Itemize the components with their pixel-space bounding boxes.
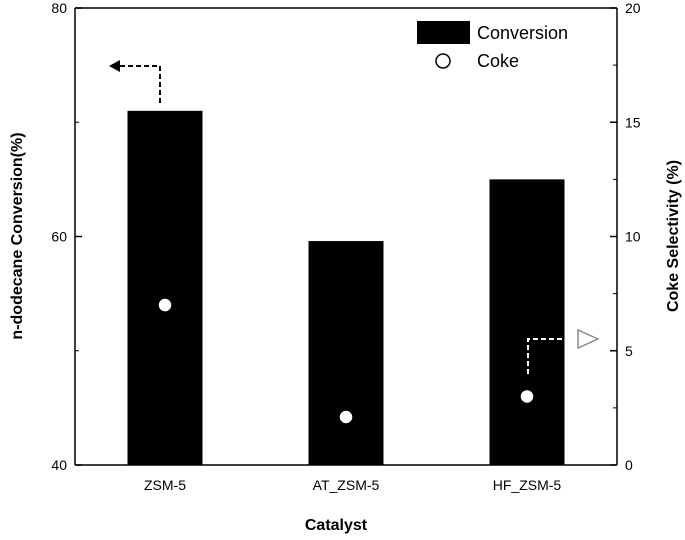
plot-area bbox=[127, 110, 565, 465]
legend: Conversion Coke bbox=[417, 21, 568, 71]
x-tick-label: HF_ZSM-5 bbox=[493, 477, 562, 493]
ticks: 40 60 80 0 5 10 15 20 ZSM-5 AT_ZSM-5 HF_ZSM-5 bbox=[51, 0, 640, 493]
y-axis-title: n-dodecane Conversion(%) bbox=[9, 132, 26, 339]
y2-tick-label: 0 bbox=[625, 457, 633, 473]
point-coke-1 bbox=[157, 297, 173, 313]
bar-conversion-1 bbox=[127, 110, 203, 465]
arrow-right-line bbox=[527, 338, 578, 374]
arrow-left-line bbox=[118, 65, 161, 103]
y-tick-label: 40 bbox=[51, 457, 67, 473]
y2-tick-label: 20 bbox=[625, 0, 641, 16]
arrow-left-head bbox=[109, 60, 120, 72]
x-tick-label: AT_ZSM-5 bbox=[313, 477, 380, 493]
annotation-arrow-right bbox=[527, 328, 600, 374]
bar-conversion-3 bbox=[489, 179, 565, 465]
point-coke-3 bbox=[519, 388, 535, 405]
y2-tick-label: 15 bbox=[625, 114, 641, 130]
y2-tick-label: 5 bbox=[625, 343, 633, 359]
legend-label-coke: Coke bbox=[477, 51, 519, 71]
bar-conversion-2 bbox=[308, 241, 384, 465]
y-tick-label: 80 bbox=[51, 0, 67, 16]
legend-label-conversion: Conversion bbox=[477, 23, 568, 43]
y-tick-label: 60 bbox=[51, 229, 67, 245]
point-coke-2 bbox=[338, 409, 354, 425]
legend-marker-coke bbox=[435, 53, 451, 69]
arrow-right-head bbox=[577, 328, 600, 350]
annotation-arrow-left bbox=[109, 60, 161, 103]
legend-swatch-conversion bbox=[417, 21, 470, 44]
y2-axis-title: Coke Selectivity (%) bbox=[665, 160, 682, 312]
y2-tick-label: 10 bbox=[625, 229, 641, 245]
x-axis-title: Catalyst bbox=[305, 517, 368, 534]
x-tick-label: ZSM-5 bbox=[144, 477, 186, 493]
